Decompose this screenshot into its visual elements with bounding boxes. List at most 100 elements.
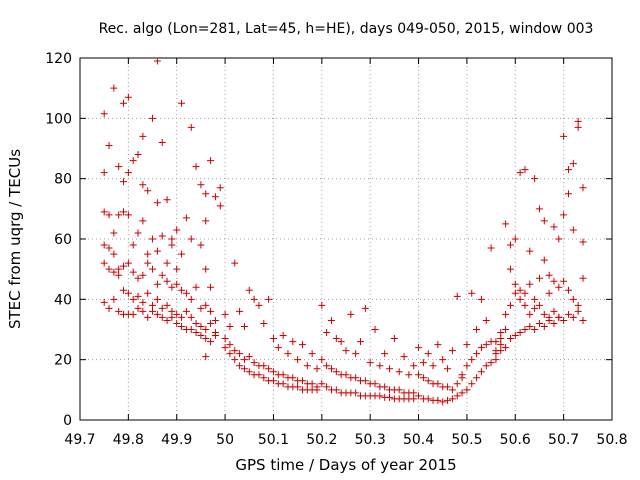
- chart-title: Rec. algo (Lon=281, Lat=45, h=HE), days …: [99, 21, 594, 37]
- data-point: [511, 289, 519, 297]
- data-point: [502, 326, 510, 333]
- data-point: [168, 235, 176, 243]
- data-point: [564, 166, 572, 174]
- data-point: [482, 341, 490, 349]
- data-point: [250, 295, 258, 303]
- data-point: [260, 319, 268, 327]
- data-point: [153, 199, 161, 207]
- x-axis-label: GPS time / Days of year 2015: [235, 456, 456, 474]
- x-tick-label: 49.9: [161, 432, 192, 448]
- data-point: [231, 259, 239, 267]
- data-point: [149, 235, 157, 243]
- data-point: [550, 319, 558, 327]
- data-point: [173, 280, 181, 288]
- data-point: [124, 211, 132, 219]
- x-tick-label: 50.6: [500, 432, 531, 448]
- data-point: [240, 356, 248, 364]
- data-point: [269, 368, 277, 376]
- data-point: [376, 362, 384, 370]
- data-point: [352, 350, 360, 358]
- data-point: [124, 259, 132, 267]
- y-tick-label: 0: [63, 413, 72, 429]
- data-point: [110, 229, 118, 237]
- data-point: [115, 271, 123, 279]
- data-point: [526, 247, 534, 255]
- data-point: [318, 301, 326, 309]
- y-axis-label: STEC from uqrg / TECUs: [6, 149, 24, 329]
- data-point: [197, 332, 205, 340]
- data-point: [511, 280, 519, 288]
- data-point: [497, 347, 505, 355]
- data-point: [521, 289, 529, 297]
- data-point: [415, 344, 423, 352]
- data-point: [192, 163, 200, 171]
- data-point: [395, 386, 403, 394]
- data-point: [468, 356, 476, 364]
- data-point: [497, 335, 505, 343]
- data-point: [115, 163, 123, 171]
- data-point: [318, 380, 326, 388]
- data-point: [342, 347, 350, 355]
- data-point: [516, 329, 524, 337]
- data-point: [105, 244, 113, 252]
- data-point: [381, 350, 389, 358]
- data-point: [105, 265, 113, 273]
- data-point: [318, 356, 326, 364]
- data-point: [153, 57, 161, 65]
- data-point: [192, 319, 200, 327]
- data-point: [294, 383, 302, 391]
- tick-labels: 49.7 49.8 49.9 50 50.1 50.2 50.3 50.4 50.5 50.6 50…: [45, 51, 627, 448]
- x-tick-label: 50.4: [403, 432, 434, 448]
- data-point: [410, 389, 418, 397]
- data-point: [453, 380, 461, 388]
- data-point: [163, 301, 171, 309]
- data-point: [250, 359, 258, 367]
- data-point: [294, 356, 302, 364]
- data-point: [158, 313, 166, 321]
- data-point: [216, 202, 224, 210]
- data-point: [110, 250, 118, 258]
- data-point: [144, 250, 152, 258]
- data-point: [564, 310, 572, 318]
- data-point: [545, 271, 553, 279]
- data-point: [245, 368, 253, 376]
- data-point: [352, 374, 360, 382]
- data-point: [207, 157, 215, 165]
- data-point: [579, 238, 587, 246]
- data-point: [497, 329, 505, 337]
- data-point: [473, 374, 481, 382]
- data-point: [158, 304, 166, 312]
- x-tick-label: 50.2: [306, 432, 337, 448]
- data-point: [207, 307, 215, 315]
- data-point: [487, 359, 495, 367]
- data-point: [245, 286, 253, 294]
- y-tick-label: 80: [54, 172, 72, 188]
- y-tick-label: 120: [45, 51, 72, 67]
- x-tick-label: 50.8: [596, 432, 627, 448]
- data-point: [550, 307, 558, 315]
- data-series-stec: [100, 57, 587, 406]
- data-point: [555, 283, 563, 291]
- data-point: [574, 117, 582, 125]
- data-point: [134, 304, 142, 312]
- data-point: [448, 395, 456, 403]
- data-point: [332, 386, 340, 394]
- data-point: [245, 353, 253, 361]
- data-point: [231, 347, 239, 355]
- data-point: [149, 265, 157, 273]
- data-point: [308, 350, 316, 358]
- y-tick-label: 40: [54, 292, 72, 308]
- data-point: [211, 332, 219, 340]
- data-point: [492, 338, 500, 346]
- data-point: [386, 393, 394, 401]
- data-point: [120, 99, 128, 107]
- data-point: [260, 374, 268, 382]
- data-point: [100, 208, 108, 216]
- data-point: [192, 329, 200, 337]
- data-point: [502, 220, 510, 228]
- data-point: [221, 310, 229, 318]
- data-point: [463, 362, 471, 370]
- data-point: [410, 395, 418, 403]
- data-point: [168, 283, 176, 291]
- data-point: [265, 295, 273, 303]
